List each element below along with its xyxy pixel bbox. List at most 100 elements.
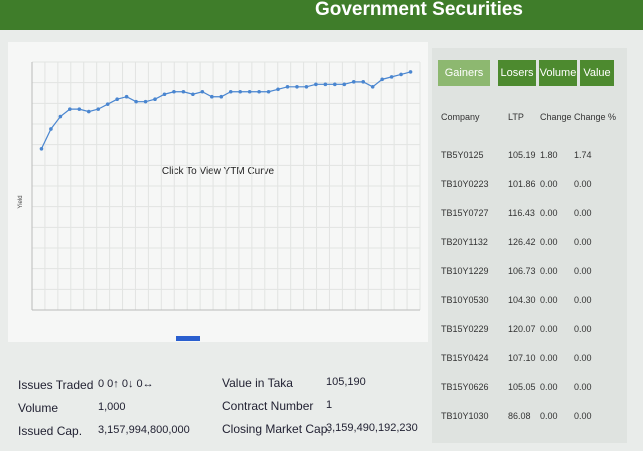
legend-swatch [176, 336, 200, 341]
point [276, 87, 280, 92]
company[interactable]: TB5Y0125 [441, 150, 484, 160]
column-header: Change % [574, 112, 617, 122]
title: Government Securities [314, 0, 523, 20]
point [285, 85, 290, 89]
stat-label: Value in Taka [222, 376, 293, 390]
point [49, 127, 53, 131]
stat-value: 1,000 [98, 401, 126, 413]
column-header: LTP [508, 112, 524, 122]
point [200, 89, 205, 94]
point [247, 89, 252, 94]
company[interactable]: TB15Y0626 [441, 382, 489, 392]
point [210, 94, 214, 99]
cell-value: 105.05 [508, 382, 536, 392]
company[interactable]: TB10Y0223 [441, 179, 489, 189]
point [295, 85, 299, 89]
point [153, 97, 157, 101]
cell-value: 0.00 [574, 208, 592, 218]
stat-value: 0 0↑ 0↓ 0↔ [98, 378, 154, 390]
point [351, 80, 356, 84]
point [342, 82, 347, 87]
point [96, 107, 101, 111]
cell-value: 0.00 [540, 324, 558, 334]
tab[interactable]: Volume [539, 60, 577, 86]
point [370, 85, 375, 89]
cell-value: 106.73 [508, 266, 536, 276]
side-panel [432, 48, 627, 443]
point [58, 114, 63, 119]
cell-value: 0.00 [540, 411, 558, 421]
cell-value: 0.00 [540, 382, 558, 392]
company[interactable]: TB10Y1030 [441, 411, 489, 421]
point [228, 89, 233, 94]
stat-label: Issues Traded [18, 378, 94, 392]
cell-value: 0.00 [540, 237, 558, 247]
cell-value: 0.00 [540, 266, 558, 276]
stat-label: Issued Cap. [18, 424, 83, 438]
point [361, 80, 366, 84]
cell-value: 1.80 [540, 150, 558, 160]
cell-value: 0.00 [540, 295, 558, 305]
column-header: Company [441, 112, 480, 122]
point [134, 99, 138, 104]
cell-value: 120.07 [508, 324, 536, 334]
point [389, 75, 394, 79]
cell-value: 0.00 [574, 382, 592, 392]
cell-value: 0.00 [574, 324, 592, 334]
stat-value: 105,190 [326, 376, 366, 388]
point [304, 85, 309, 89]
point [105, 102, 110, 106]
cell-value: 126.42 [508, 237, 536, 247]
point [399, 72, 403, 77]
point [380, 77, 384, 82]
cell-value: 0.00 [574, 266, 592, 276]
cell-value: 101.86 [508, 179, 536, 189]
cell-value: 0.00 [574, 179, 592, 189]
point [408, 70, 413, 74]
point [86, 109, 91, 114]
cell-value: 1.74 [574, 150, 592, 160]
header: Government Securities [0, 0, 643, 30]
point [219, 94, 224, 99]
cell-value: 0.00 [540, 208, 558, 218]
company[interactable]: TB15Y0727 [441, 208, 489, 218]
chart-bg [8, 42, 428, 342]
annotation[interactable]: Click To View YTM Curve [162, 166, 275, 177]
point [68, 107, 72, 111]
stat-label: Closing Market Cap. [222, 422, 331, 436]
stat-value: 3,159,490,192,230 [326, 422, 418, 434]
stat-value: 1 [326, 399, 333, 411]
cell-value: 86.08 [508, 411, 531, 421]
cell-value: 107.10 [508, 353, 536, 363]
cell-value: 0.00 [574, 411, 592, 421]
tab[interactable]: Gainers [438, 60, 490, 86]
cell-value: 104.30 [508, 295, 536, 305]
tab[interactable]: Losers [498, 60, 536, 86]
company[interactable]: TB10Y0530 [441, 295, 489, 305]
point [172, 89, 176, 94]
point [238, 89, 242, 94]
company[interactable]: TB20Y1132 [441, 237, 488, 247]
chart: Click To View YTM Curve Yield [8, 42, 428, 342]
point [162, 92, 167, 97]
point [314, 82, 318, 87]
company[interactable]: TB15Y0229 [441, 324, 489, 334]
point [266, 89, 271, 94]
cell-value: 0.00 [574, 295, 592, 305]
point [77, 107, 82, 111]
point [115, 97, 119, 101]
y-axis-label: Yield [18, 195, 24, 208]
stat-label: Volume [18, 401, 59, 415]
cell-value: 116.43 [508, 208, 535, 218]
cell-value: 0.00 [540, 179, 558, 189]
point [181, 89, 186, 94]
stat-label: Contract Number [222, 399, 314, 413]
point [124, 94, 129, 99]
company[interactable]: TB10Y1229 [441, 266, 489, 276]
series-line [40, 71, 411, 150]
point [143, 99, 148, 104]
tab[interactable]: Value [580, 60, 614, 86]
cell-value: 0.00 [574, 353, 592, 363]
company[interactable]: TB15Y0424 [441, 353, 489, 363]
